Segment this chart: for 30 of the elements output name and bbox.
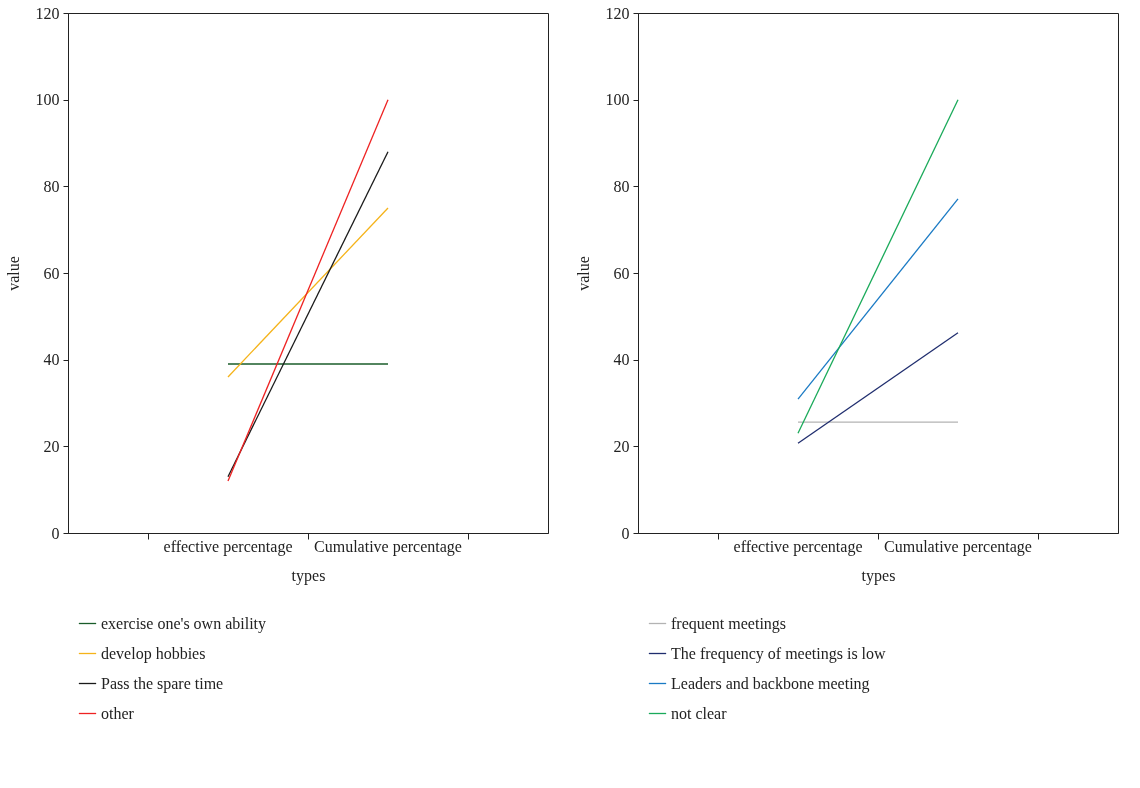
x-tick-label: effective percentage — [733, 538, 863, 556]
y-tick-label: 80 — [613, 177, 630, 195]
legend-label: frequent meetings — [671, 614, 787, 633]
y-tick-label: 40 — [613, 351, 630, 369]
y-axis-title: value — [574, 256, 592, 291]
y-tick-label: 0 — [621, 524, 630, 542]
y-tick-label: 60 — [43, 264, 60, 282]
y-tick-label: 120 — [35, 4, 60, 22]
legend-label: Pass the spare time — [101, 674, 224, 693]
y-tick-label: 20 — [43, 437, 60, 455]
legend-label: not clear — [671, 704, 728, 722]
legend-label: The frequency of meetings is low — [671, 644, 887, 663]
legend-label: exercise one's own ability — [101, 614, 267, 633]
x-axis-title: types — [861, 567, 896, 585]
y-axis-title: value — [4, 256, 22, 291]
x-tick-label: Cumulative percentage — [314, 538, 462, 556]
x-tick-label: Cumulative percentage — [884, 538, 1032, 556]
legend-label: other — [101, 704, 135, 722]
y-tick-label: 60 — [613, 264, 630, 282]
y-tick-label: 80 — [43, 177, 60, 195]
x-axis-title: types — [291, 567, 326, 585]
y-tick-label: 100 — [35, 91, 60, 109]
y-tick-label: 100 — [605, 91, 630, 109]
legend-label: develop hobbies — [101, 644, 206, 663]
y-tick-label: 40 — [43, 351, 60, 369]
y-tick-label: 20 — [613, 437, 630, 455]
y-tick-label: 0 — [51, 524, 60, 542]
legend-label: Leaders and backbone meeting — [671, 674, 870, 693]
y-tick-label: 120 — [605, 4, 630, 22]
x-tick-label: effective percentage — [163, 538, 293, 556]
